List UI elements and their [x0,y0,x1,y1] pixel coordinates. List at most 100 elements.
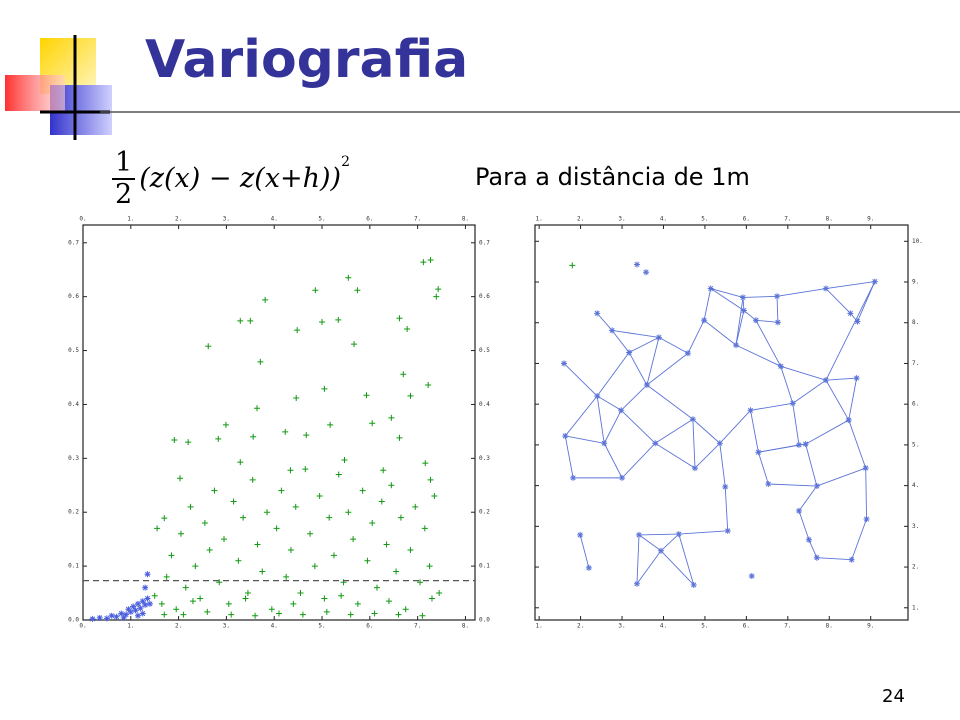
point [283,573,290,580]
point [327,421,334,428]
x-tick-label: 5. [701,216,708,223]
edge [639,533,679,536]
point [282,428,289,435]
y-tick-label: 7. [912,360,919,367]
point [144,571,151,578]
edge [750,402,793,411]
y-tick-label: 10. [912,238,923,245]
point [319,318,326,325]
point [252,612,259,619]
edge [776,296,779,323]
y-tick-label: 0.7 [479,239,490,246]
point [569,262,576,269]
edge [563,363,598,397]
edge [628,352,648,386]
edge [724,486,729,531]
point [796,507,803,514]
point [722,483,729,490]
point [813,554,820,561]
point [142,601,149,608]
point [132,607,139,614]
x-tick-label: 1. [127,216,134,223]
point [364,557,371,564]
point [154,525,161,532]
edge [805,443,818,487]
edge [776,288,827,297]
point [330,552,337,559]
point [341,456,348,463]
point [230,498,237,505]
x-tick-label: 5. [318,216,325,223]
point [643,382,650,389]
edge [735,297,744,346]
point [740,307,747,314]
point [335,316,342,323]
y-tick-label: 0.5 [479,347,490,354]
point [691,465,698,472]
x-tick-label: 1. [536,623,543,630]
x-tick-label: 3. [618,216,625,223]
edge [719,409,751,444]
edge [646,384,694,420]
y-tick-label: 6. [912,401,919,408]
edge [620,384,648,411]
y-tick-label: 0.3 [68,455,79,462]
point [421,525,428,532]
edge [710,288,745,311]
point [321,385,328,392]
edge [798,510,810,540]
point [433,293,440,300]
point [684,350,691,357]
edge [792,379,827,404]
plot-frame [534,224,909,621]
point [118,610,125,617]
point [187,503,194,510]
point [643,269,650,276]
point [96,614,103,621]
edge [564,435,574,478]
point [335,471,342,478]
edge [710,288,744,298]
point [747,407,754,414]
point [380,467,387,474]
point [323,608,330,615]
point [802,441,809,448]
point [139,610,146,617]
x-tick-label: 8. [826,623,833,630]
point [235,557,242,564]
point [185,439,192,446]
point [431,493,438,500]
edge [743,295,778,298]
point [813,483,820,490]
point [369,420,376,427]
point [299,611,306,618]
x-tick-label: 0. [79,216,86,223]
point [151,592,158,599]
edge [780,366,794,404]
x-tick-label: 7. [784,216,791,223]
point [316,493,323,500]
point [863,516,870,523]
point [247,317,254,324]
caption: Para a distância de 1m [475,163,750,191]
edge [579,534,590,568]
y-tick-label: 0.6 [479,293,490,300]
x-tick-label: 8. [462,623,469,630]
point [805,536,812,543]
y-tick-label: 0.0 [68,617,79,624]
point [397,514,404,521]
point [425,382,432,389]
point [321,595,328,602]
y-tick-label: 0.6 [68,293,79,300]
x-tick-label: 6. [743,623,750,630]
point [244,590,251,597]
point [407,546,414,553]
point [307,530,314,537]
x-tick-label: 4. [660,623,667,630]
edge [851,518,867,560]
x-tick-label: 3. [223,216,230,223]
point [302,466,309,473]
